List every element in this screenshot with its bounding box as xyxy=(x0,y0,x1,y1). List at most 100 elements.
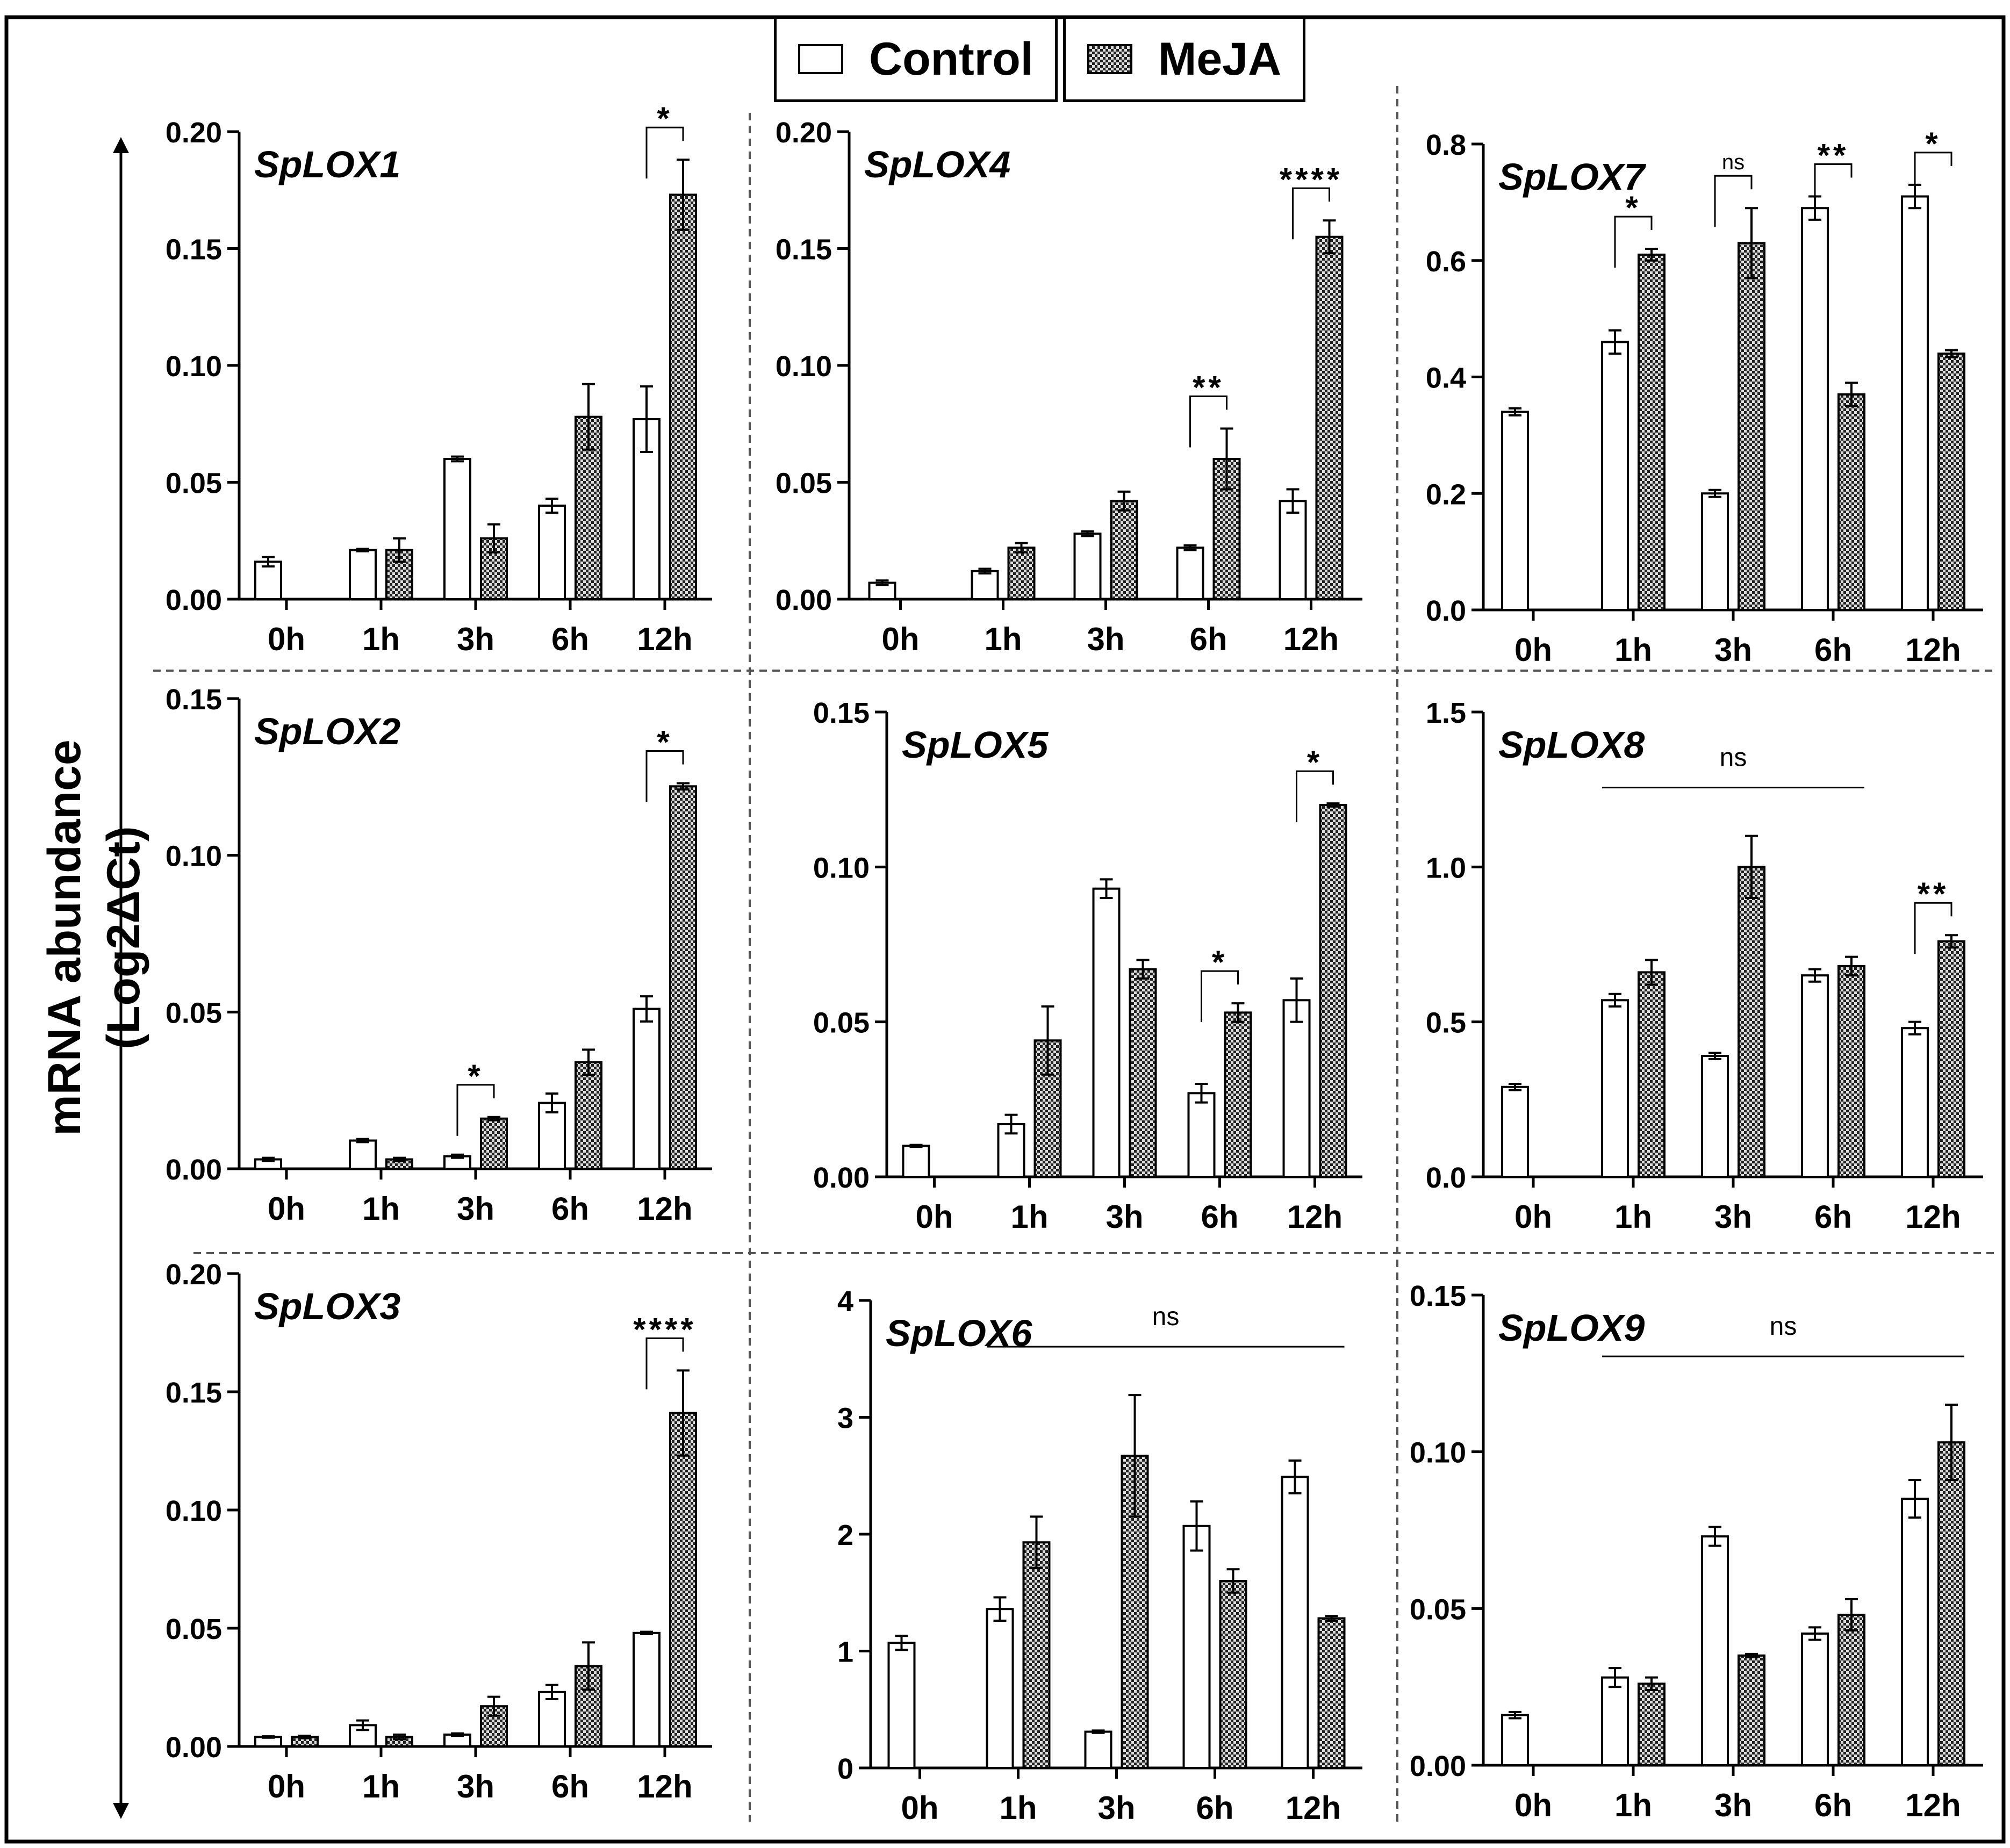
significance-label: ns xyxy=(1722,150,1745,174)
y-tick-label: 0.00 xyxy=(813,1162,870,1194)
x-tick-label: 0h xyxy=(268,621,305,657)
bar-control xyxy=(1601,999,1629,1178)
bar-control xyxy=(538,1691,566,1748)
bar-meja xyxy=(1007,547,1036,600)
x-tick-label: 0h xyxy=(901,1790,938,1826)
x-tick-label: 3h xyxy=(1087,621,1124,657)
x-tick-label: 6h xyxy=(1201,1199,1238,1235)
x-tick-label: 1h xyxy=(362,621,400,657)
y-tick-label: 0.20 xyxy=(166,1259,222,1291)
bar-control xyxy=(443,458,471,600)
bar-meja xyxy=(1638,1682,1666,1766)
x-tick-label: 3h xyxy=(1714,1199,1752,1235)
bar-control xyxy=(1901,1498,1929,1767)
panel-dividers xyxy=(153,86,1997,1822)
y-axis-arrow xyxy=(113,137,129,1819)
bar-control xyxy=(1084,1730,1112,1769)
bar-meja xyxy=(1219,1580,1247,1769)
x-tick-label: 6h xyxy=(551,1191,589,1227)
significance-label: * xyxy=(1925,126,1941,162)
x-tick-label: 0h xyxy=(268,1191,305,1227)
y-tick-label: 0.5 xyxy=(1426,1007,1466,1039)
bar-control xyxy=(1601,341,1629,611)
legend: Control MeJA xyxy=(774,16,1306,104)
y-tick-label: 3 xyxy=(837,1403,853,1435)
y-tick-label: 0.15 xyxy=(776,234,832,266)
significance-label: ns xyxy=(1720,744,1747,772)
bar-control xyxy=(1601,1676,1629,1767)
bar-control xyxy=(1092,887,1121,1178)
bar-control xyxy=(538,505,566,600)
x-tick-label: 6h xyxy=(1189,621,1227,657)
x-tick-label: 3h xyxy=(1106,1199,1143,1235)
panel-title: SpLOX6 xyxy=(886,1312,1032,1354)
bar-control xyxy=(1701,1535,1729,1767)
y-tick-label: 1.0 xyxy=(1426,852,1466,884)
significance-bracket xyxy=(1201,970,1239,1023)
y-tick-label: 0.10 xyxy=(813,852,870,884)
significance-bracket xyxy=(456,1084,495,1136)
y-tick-label: 0.20 xyxy=(166,117,222,149)
y-tick-label: 1.5 xyxy=(1426,697,1466,729)
y-tick-label: 0.05 xyxy=(1410,1593,1466,1626)
significance-label: **** xyxy=(633,1311,696,1347)
x-tick-label: 12h xyxy=(637,621,692,657)
y-tick-label: 0.05 xyxy=(166,468,222,500)
x-tick-label: 0h xyxy=(268,1768,305,1804)
panel-title: SpLOX3 xyxy=(254,1285,400,1327)
y-tick-label: 0.15 xyxy=(813,697,870,729)
panel-title: SpLOX9 xyxy=(1498,1307,1645,1349)
y-tick-label: 0.20 xyxy=(776,117,832,149)
significance-label: ** xyxy=(1818,138,1849,174)
bar-control xyxy=(1187,1092,1216,1178)
legend-item-meja: MeJA xyxy=(1063,16,1306,102)
x-tick-label: 12h xyxy=(1287,1199,1343,1235)
x-tick-label: 6h xyxy=(1814,632,1852,668)
y-tick-label: 0.00 xyxy=(166,1154,222,1186)
x-tick-label: 1h xyxy=(1010,1199,1048,1235)
panel-title: SpLOX1 xyxy=(254,143,400,185)
panel-SpLOX5: 0.00 0.05 0.10 0.15 0h 1h 3h 6h 12h SpLOX5 * * xyxy=(813,697,1362,1235)
bar-control xyxy=(1801,974,1829,1178)
bar-meja xyxy=(669,1412,697,1748)
bar-control xyxy=(1901,195,1929,612)
y-axis-title: mRNA abundance (Log2ΔCt) xyxy=(39,739,149,1136)
significance-bracket xyxy=(1914,902,1952,954)
bar-meja xyxy=(480,1117,508,1170)
significance-bracket xyxy=(1914,152,1952,204)
x-tick-label: 1h xyxy=(984,621,1022,657)
bar-meja xyxy=(1638,253,1666,612)
x-tick-label: 0h xyxy=(915,1199,953,1235)
panel-SpLOX8: 0.0 0.5 1.0 1.5 0h 1h 3h 6h 12h SpLOX8 ns ** xyxy=(1426,697,1983,1235)
x-tick-label: 12h xyxy=(1905,632,1961,668)
bar-meja xyxy=(1638,971,1666,1178)
x-tick-label: 12h xyxy=(1283,621,1339,657)
x-tick-label: 1h xyxy=(362,1191,400,1227)
bar-control xyxy=(1279,500,1307,600)
bar-meja xyxy=(1937,940,1965,1178)
bar-control xyxy=(1801,207,1829,611)
y-tick-label: 1 xyxy=(837,1636,853,1669)
bar-meja xyxy=(1937,1441,1965,1767)
bar-control xyxy=(1182,1525,1211,1769)
y-tick-label: 0.8 xyxy=(1426,129,1466,161)
x-tick-label: 3h xyxy=(1714,1787,1752,1823)
significance-bracket xyxy=(1714,175,1753,227)
x-tick-label: 6h xyxy=(551,1768,589,1804)
y-tick-label: 0.00 xyxy=(776,584,832,616)
y-tick-label: 0.10 xyxy=(166,840,222,873)
x-tick-label: 0h xyxy=(881,621,919,657)
y-arrow-head-bottom xyxy=(113,1803,129,1819)
x-tick-label: 12h xyxy=(1286,1790,1341,1826)
bar-control xyxy=(349,1139,377,1170)
bar-control xyxy=(1701,1055,1729,1178)
significance-label: * xyxy=(1307,744,1323,780)
bar-meja xyxy=(1315,235,1344,600)
x-tick-label: 3h xyxy=(1097,1790,1135,1826)
panel-SpLOX9: 0.00 0.05 0.10 0.15 0h 1h 3h 6h 12h SpLOX9 ns xyxy=(1410,1280,1983,1823)
bar-control xyxy=(349,549,377,601)
legend-label-control: Control xyxy=(869,33,1033,85)
significance-label: * xyxy=(468,1058,483,1094)
significance-label: * xyxy=(1625,190,1641,226)
